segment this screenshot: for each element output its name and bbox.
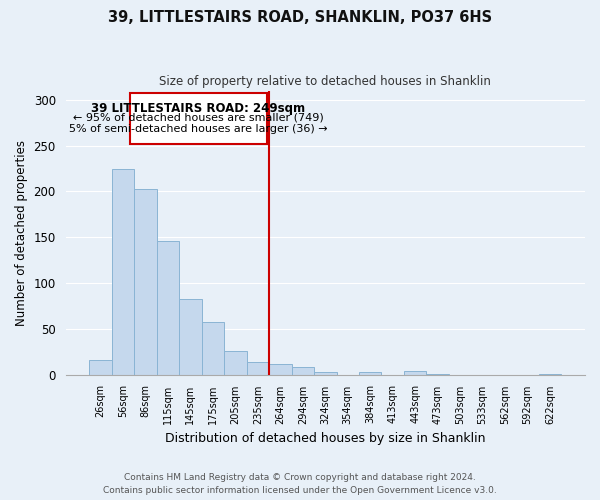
Bar (314, 372, 337, 374)
Text: 39 LITTLESTAIRS ROAD: 249sqm: 39 LITTLESTAIRS ROAD: 249sqm (91, 102, 305, 114)
Title: Size of property relative to detached houses in Shanklin: Size of property relative to detached ho… (160, 75, 491, 88)
Bar (112, 170, 134, 374)
Bar (202, 322, 224, 374)
Text: ← 95% of detached houses are smaller (749): ← 95% of detached houses are smaller (74… (73, 112, 323, 122)
Bar (134, 188, 157, 374)
Bar (89, 360, 112, 374)
Bar (224, 350, 247, 374)
X-axis label: Distribution of detached houses by size in Shanklin: Distribution of detached houses by size … (165, 432, 485, 445)
Text: Contains HM Land Registry data © Crown copyright and database right 2024.
Contai: Contains HM Land Registry data © Crown c… (103, 474, 497, 495)
Bar (404, 371, 427, 374)
Bar (269, 364, 292, 374)
Text: 39, LITTLESTAIRS ROAD, SHANKLIN, PO37 6HS: 39, LITTLESTAIRS ROAD, SHANKLIN, PO37 6H… (108, 10, 492, 25)
Bar (247, 362, 269, 374)
Polygon shape (130, 94, 267, 144)
Bar (292, 367, 314, 374)
Y-axis label: Number of detached properties: Number of detached properties (15, 140, 28, 326)
Bar (179, 300, 202, 374)
Bar (157, 241, 179, 374)
Text: 5% of semi-detached houses are larger (36) →: 5% of semi-detached houses are larger (3… (69, 124, 328, 134)
Bar (359, 372, 382, 374)
